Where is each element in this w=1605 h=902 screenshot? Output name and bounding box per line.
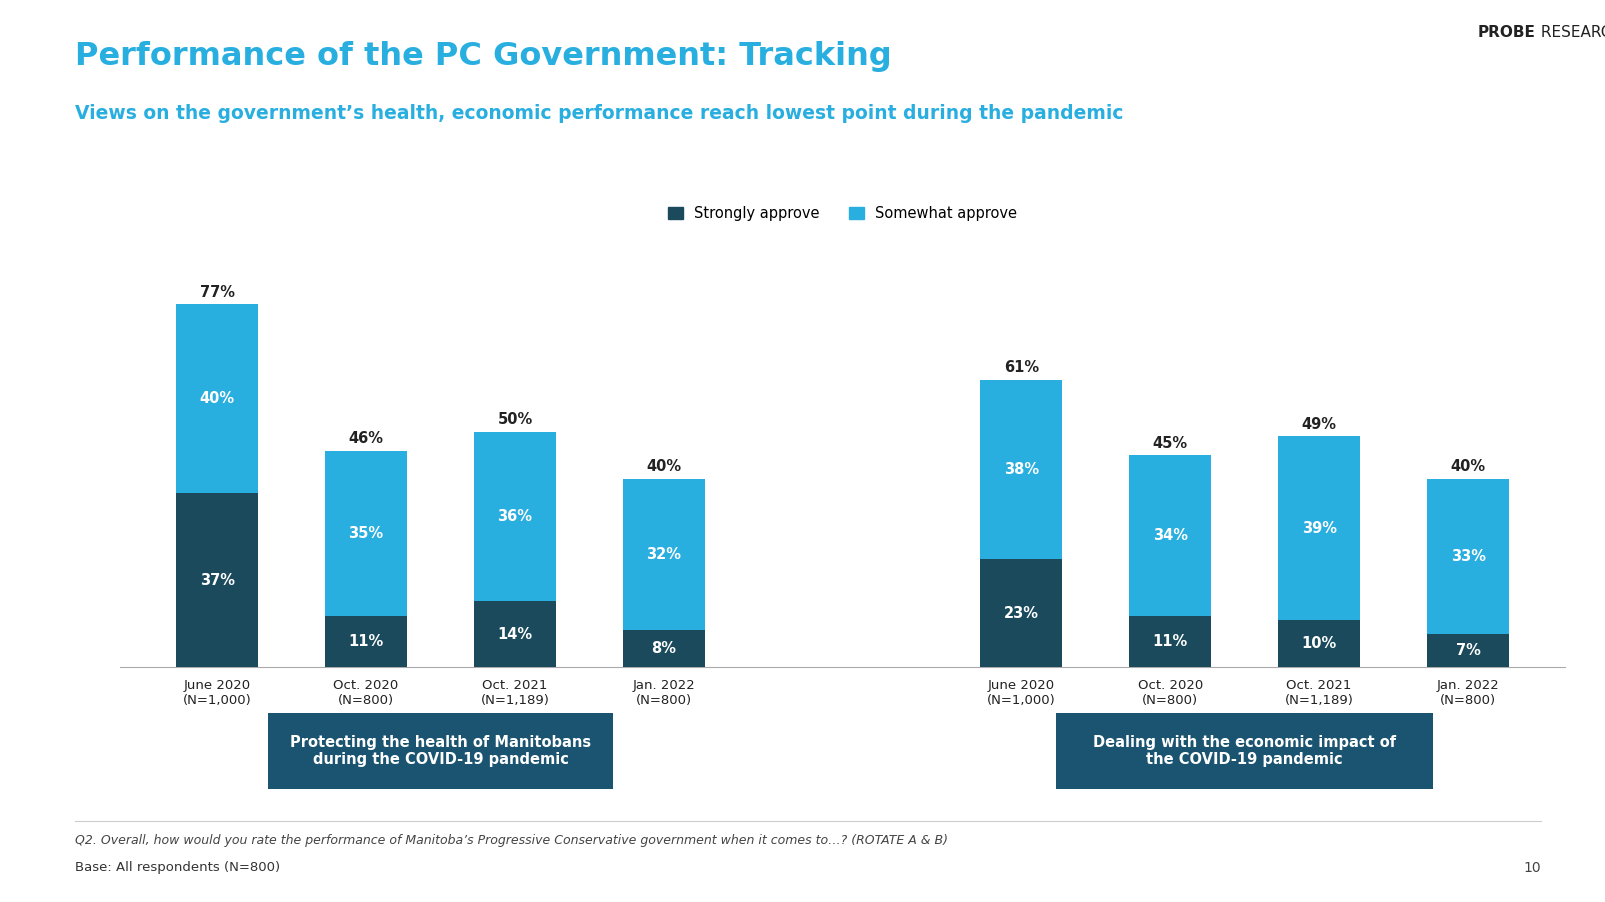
Text: Protecting the health of Manitobans
during the COVID-19 pandemic: Protecting the health of Manitobans duri… bbox=[291, 735, 591, 767]
Text: 49%: 49% bbox=[1302, 417, 1337, 432]
Text: 23%: 23% bbox=[1003, 606, 1038, 621]
Text: 14%: 14% bbox=[498, 627, 533, 642]
Text: 50%: 50% bbox=[498, 412, 533, 427]
Bar bbox=[1130, 456, 1212, 615]
Text: 38%: 38% bbox=[1003, 462, 1038, 477]
Text: 11%: 11% bbox=[348, 634, 384, 649]
Bar bbox=[623, 630, 705, 667]
Bar bbox=[1278, 437, 1359, 621]
Text: 35%: 35% bbox=[348, 526, 384, 540]
Bar bbox=[326, 451, 408, 615]
Text: Performance of the PC Government: Tracking: Performance of the PC Government: Tracki… bbox=[75, 41, 892, 71]
Bar bbox=[1278, 621, 1359, 667]
Text: 45%: 45% bbox=[1152, 436, 1188, 451]
Bar bbox=[1427, 479, 1509, 634]
Bar bbox=[473, 432, 555, 602]
Text: Q2. Overall, how would you rate the performance of Manitoba’s Progressive Conser: Q2. Overall, how would you rate the perf… bbox=[75, 834, 949, 847]
Text: 32%: 32% bbox=[647, 547, 682, 562]
Bar bbox=[1130, 615, 1212, 667]
Text: 40%: 40% bbox=[199, 391, 234, 406]
Text: 10: 10 bbox=[1523, 861, 1541, 875]
Text: Dealing with the economic impact of
the COVID-19 pandemic: Dealing with the economic impact of the … bbox=[1093, 735, 1396, 767]
Text: Views on the government’s health, economic performance reach lowest point during: Views on the government’s health, econom… bbox=[75, 104, 1123, 123]
Text: 33%: 33% bbox=[1451, 549, 1486, 564]
Text: 40%: 40% bbox=[647, 459, 682, 474]
Bar bbox=[981, 380, 1063, 559]
Text: 36%: 36% bbox=[498, 509, 533, 524]
Text: 8%: 8% bbox=[652, 641, 676, 656]
Bar bbox=[1427, 634, 1509, 667]
Text: PROBE: PROBE bbox=[1478, 25, 1536, 41]
Bar bbox=[473, 602, 555, 667]
Text: 61%: 61% bbox=[1003, 360, 1038, 375]
Text: 11%: 11% bbox=[1152, 634, 1188, 649]
FancyBboxPatch shape bbox=[1056, 713, 1433, 789]
Bar bbox=[981, 559, 1063, 667]
FancyBboxPatch shape bbox=[268, 713, 613, 789]
Text: 34%: 34% bbox=[1152, 528, 1188, 543]
Text: 37%: 37% bbox=[199, 573, 234, 588]
Bar bbox=[177, 493, 258, 667]
Text: 46%: 46% bbox=[348, 431, 384, 446]
Bar bbox=[326, 615, 408, 667]
Text: 7%: 7% bbox=[1456, 643, 1480, 658]
Legend: Strongly approve, Somewhat approve: Strongly approve, Somewhat approve bbox=[668, 206, 1018, 221]
Text: 39%: 39% bbox=[1302, 520, 1337, 536]
Text: 77%: 77% bbox=[199, 285, 234, 299]
Text: 40%: 40% bbox=[1451, 459, 1486, 474]
Bar bbox=[623, 479, 705, 630]
Text: 10%: 10% bbox=[1302, 637, 1337, 651]
Text: Base: All respondents (N=800): Base: All respondents (N=800) bbox=[75, 861, 281, 873]
Bar bbox=[177, 304, 258, 493]
Text: RESEARCH INC.: RESEARCH INC. bbox=[1536, 25, 1605, 41]
